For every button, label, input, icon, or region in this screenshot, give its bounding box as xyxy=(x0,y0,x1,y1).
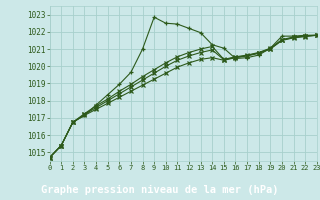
Text: Graphe pression niveau de la mer (hPa): Graphe pression niveau de la mer (hPa) xyxy=(41,185,279,195)
